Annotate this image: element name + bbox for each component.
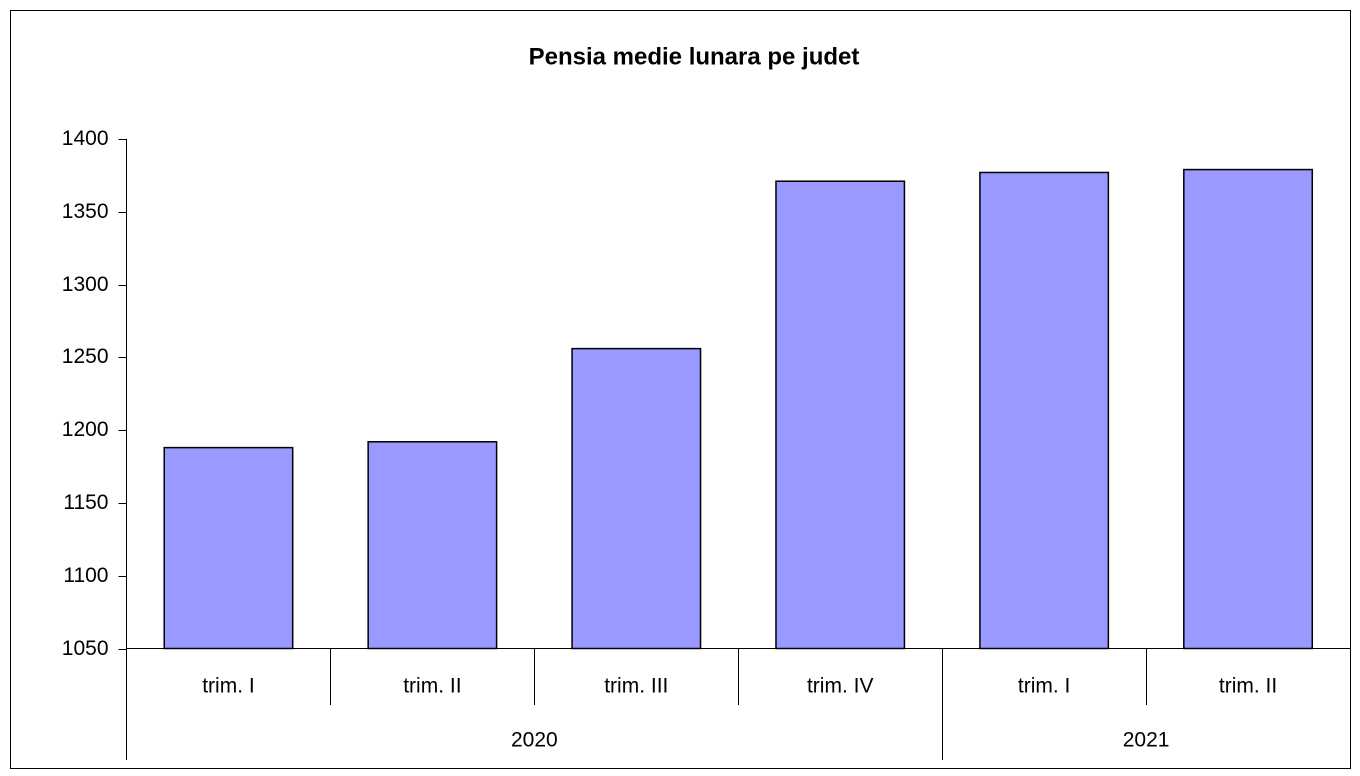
- y-tick-label: 1050: [62, 637, 109, 660]
- bar: [571, 347, 702, 650]
- chart-title: Pensia medie lunara pe judet: [529, 43, 860, 70]
- y-tick-label: 1300: [62, 273, 109, 296]
- y-tick-label: 1350: [62, 200, 109, 223]
- bar: [775, 180, 906, 650]
- x-tick-label: trim. I: [1018, 675, 1071, 698]
- x-tick-label: trim. IV: [807, 675, 874, 698]
- bar: [979, 171, 1110, 650]
- y-tick-label: 1250: [62, 345, 109, 368]
- y-tick-label: 1150: [63, 491, 108, 514]
- group-label: 2021: [1123, 729, 1170, 752]
- y-tick-label: 1200: [62, 418, 109, 441]
- bar: [163, 446, 294, 650]
- bar: [1183, 168, 1314, 650]
- x-tick-label: trim. III: [604, 675, 668, 698]
- group-label: 2020: [511, 729, 558, 752]
- x-tick-label: trim. II: [1219, 675, 1277, 698]
- y-tick-label: 1400: [62, 127, 109, 150]
- x-tick-label: trim. I: [202, 675, 255, 698]
- y-tick-label: 1100: [63, 564, 108, 587]
- bar: [367, 441, 498, 650]
- x-tick-label: trim. II: [403, 675, 461, 698]
